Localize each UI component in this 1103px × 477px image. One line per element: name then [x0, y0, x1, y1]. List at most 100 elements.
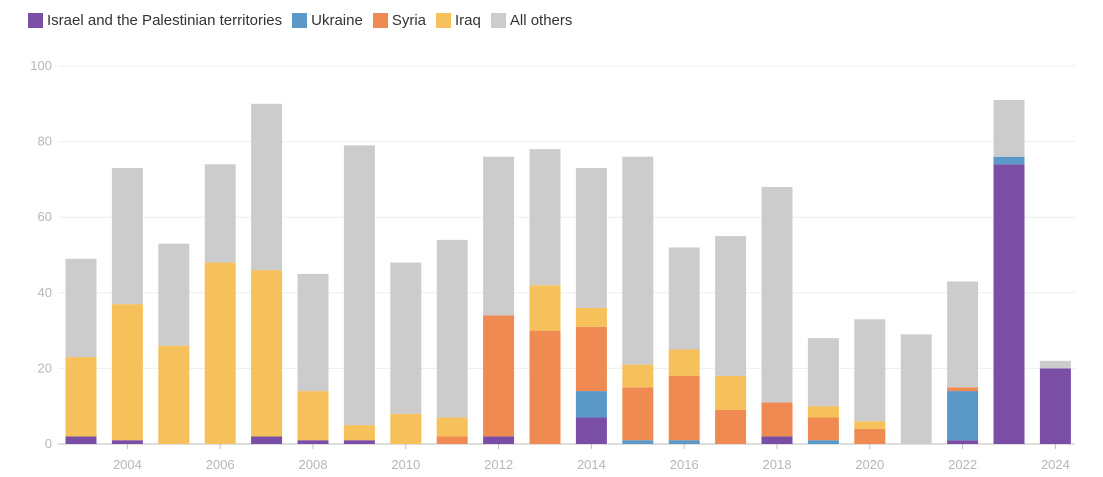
- x-tick-label: 2022: [948, 457, 977, 472]
- bar-segment: [529, 285, 561, 331]
- bar-segment: [807, 417, 839, 441]
- bar-segment: [297, 440, 329, 444]
- bar-segment: [575, 307, 607, 327]
- bar-segment: [158, 345, 190, 444]
- bar-segment: [436, 436, 468, 444]
- legend-item: Syria: [372, 12, 426, 29]
- x-tick-label: 2010: [391, 457, 420, 472]
- x-tick-label: 2008: [299, 457, 328, 472]
- legend-swatch: [490, 13, 506, 28]
- bar-segment: [622, 156, 654, 365]
- bar-segment: [575, 168, 607, 308]
- bar-segment: [343, 425, 375, 441]
- bar-segment: [947, 281, 979, 388]
- legend-swatch: [292, 13, 308, 28]
- bar-segment: [436, 239, 468, 418]
- bar-segment: [993, 164, 1025, 444]
- bar-segment: [297, 391, 329, 441]
- bar-segment: [622, 440, 654, 444]
- legend-item: All others: [490, 12, 573, 29]
- bar-segment: [436, 417, 468, 437]
- legend-item: Israel and the Palestinian territories: [28, 12, 282, 29]
- bar-segment: [251, 270, 283, 437]
- x-tick-label: 2024: [1041, 457, 1070, 472]
- y-tick-label: 20: [38, 360, 52, 375]
- bar-segment: [575, 417, 607, 444]
- bar-segment: [111, 168, 143, 305]
- bar-segment: [761, 402, 793, 437]
- bar-segment: [761, 186, 793, 403]
- legend-label: Iraq: [455, 12, 481, 29]
- legend-item: Ukraine: [292, 12, 363, 29]
- bar-segment: [715, 375, 747, 410]
- bar-segment: [297, 273, 329, 392]
- bar-segment: [65, 436, 97, 444]
- legend: Israel and the Palestinian territories Uk…: [28, 12, 572, 29]
- bar-segment: [622, 387, 654, 441]
- bar-segment: [204, 164, 236, 263]
- x-tick-label: 2012: [484, 457, 513, 472]
- legend-item: Iraq: [436, 12, 481, 29]
- bar-segment: [854, 319, 886, 422]
- y-tick-label: 60: [38, 209, 52, 224]
- bar-segment: [251, 103, 283, 271]
- bar-segment: [715, 236, 747, 376]
- bar-segment: [251, 436, 283, 444]
- bar-segment: [65, 258, 97, 358]
- bar-segment: [390, 262, 422, 414]
- bar-segment: [111, 440, 143, 444]
- y-tick-label: 80: [38, 134, 52, 149]
- bar-segment: [111, 304, 143, 441]
- x-tick-label: 2004: [113, 457, 142, 472]
- x-tick-label: 2016: [670, 457, 699, 472]
- bar-segment: [575, 391, 607, 418]
- legend-swatch: [28, 13, 43, 28]
- bar-segment: [668, 375, 700, 441]
- x-tick-label: 2020: [855, 457, 884, 472]
- bar-segment: [1039, 360, 1071, 369]
- bar-segment: [204, 262, 236, 444]
- legend-swatch: [436, 13, 451, 28]
- bar-segment: [483, 315, 515, 437]
- y-tick-label: 40: [38, 285, 52, 300]
- bar-segment: [529, 330, 561, 444]
- bar-segment: [668, 440, 700, 444]
- bar-segment: [529, 149, 561, 286]
- bar-segment: [947, 440, 979, 444]
- bar-segment: [900, 334, 932, 444]
- legend-label: Israel and the Palestinian territories: [47, 12, 283, 29]
- bar-segment: [575, 326, 607, 392]
- bar-segment: [715, 409, 747, 444]
- bar-segment: [668, 349, 700, 376]
- legend-label: Ukraine: [311, 12, 363, 29]
- bar-segment: [854, 421, 886, 429]
- bar-segment: [947, 391, 979, 441]
- bar-segment: [390, 413, 422, 444]
- bar-segment: [483, 156, 515, 316]
- bar-segment: [807, 338, 839, 407]
- bar-segment: [343, 145, 375, 426]
- bar-segment: [947, 387, 979, 392]
- legend-label: All others: [509, 12, 573, 29]
- bar-segment: [622, 364, 654, 388]
- x-tick-label: 2014: [577, 457, 606, 472]
- bar-segment: [65, 357, 97, 437]
- bar-segment: [1039, 368, 1071, 444]
- bar-segment: [854, 428, 886, 444]
- bar-segment: [807, 440, 839, 444]
- bar-segment: [343, 440, 375, 444]
- y-tick-label: 0: [45, 436, 52, 451]
- bar-segment: [761, 436, 793, 444]
- legend-swatch: [372, 13, 388, 28]
- bar-segment: [483, 436, 515, 444]
- bar-segment: [807, 406, 839, 418]
- bar-segment: [993, 100, 1025, 157]
- x-tick-label: 2006: [206, 457, 235, 472]
- bar-segment: [668, 247, 700, 350]
- y-tick-label: 100: [30, 58, 52, 73]
- bar-segment: [158, 243, 190, 346]
- legend-label: Syria: [391, 12, 426, 29]
- x-tick-label: 2018: [763, 457, 792, 472]
- bar-segment: [993, 156, 1025, 165]
